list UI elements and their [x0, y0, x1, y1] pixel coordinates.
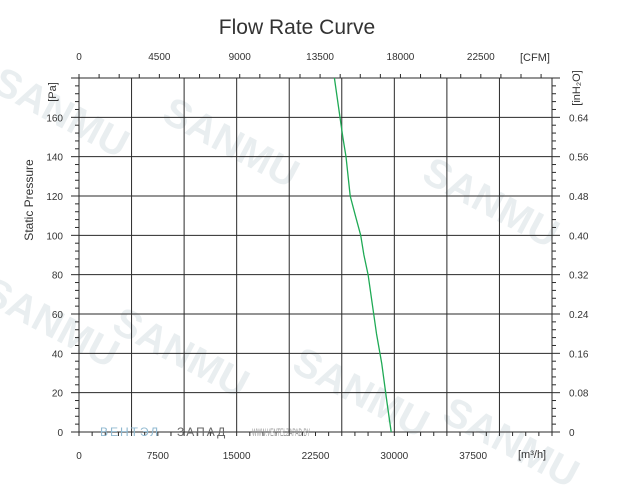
watermark-text: SANMU — [156, 89, 306, 197]
x-bottom-tick-label: 0 — [76, 451, 82, 462]
flow-rate-series-line — [333, 77, 392, 433]
x-bottom-tick-label: 30000 — [380, 451, 408, 462]
y-right-tick-label: 0 — [569, 428, 575, 439]
brand-website: WWW.VENTELZAPAD.BY — [252, 427, 310, 439]
axes: 0 20 40 60 80 100 120 140 160 0 0.08 0.16 0.24 0.32 0.… — [46, 52, 589, 462]
y-right-tick-label: 0.32 — [569, 271, 589, 282]
x-top-tick-label: 22500 — [467, 52, 495, 63]
y-left-unit-label: [Pa] — [47, 82, 59, 102]
chart-title: Flow Rate Curve — [219, 16, 375, 39]
watermark-text: SANMU — [416, 149, 566, 257]
y-left-tick-label: 120 — [46, 192, 63, 203]
y-right-tick-label: 0.40 — [569, 231, 589, 242]
y-right-unit-label: [inH₂O] — [571, 70, 583, 105]
x-top-tick-label: 18000 — [387, 52, 415, 63]
y-left-tick-label: 40 — [52, 349, 64, 360]
y-right-tick-label: 0.08 — [569, 389, 589, 400]
series-layer — [333, 77, 392, 433]
y-left-tick-label: 60 — [52, 310, 64, 321]
y-left-tick-label: 0 — [57, 428, 63, 439]
x-top-tick-label: 9000 — [229, 52, 252, 63]
brand-text-primary: ВЕНТЭЛ — [100, 425, 160, 439]
watermark-text: SANMU — [0, 59, 136, 167]
y-right-tick-label: 0.64 — [569, 113, 589, 124]
y-right-tick-label: 0.48 — [569, 192, 589, 203]
y-left-tick-label: 20 — [52, 389, 64, 400]
x-top-tick-label: 13500 — [306, 52, 334, 63]
brand-text-secondary: ЗАПАД — [177, 425, 227, 439]
y-axis-title: Static Pressure — [22, 159, 36, 241]
x-axis-unit-label: [m³/h] — [518, 449, 546, 461]
x-bottom-tick-label: 37500 — [459, 451, 487, 462]
y-left-tick-label: 140 — [46, 153, 63, 164]
watermark-text: SANMU — [436, 389, 586, 497]
x-bottom-tick-label: 22500 — [302, 451, 330, 462]
y-right-tick-label: 0.56 — [569, 153, 589, 164]
brand-logo: ВЕНТЭЛ ЗАПАД WWW.VENTELZAPAD.BY — [100, 425, 310, 439]
watermark-text: SANMU — [0, 269, 126, 377]
y-left-tick-label: 100 — [46, 231, 63, 242]
y-left-tick-label: 80 — [52, 271, 64, 282]
x-top-tick-label: 0 — [76, 52, 82, 63]
x-bottom-tick-label: 15000 — [223, 451, 251, 462]
x-bottom-tick-label: 7500 — [147, 451, 170, 462]
y-right-tick-label: 0.16 — [569, 349, 589, 360]
x-top-tick-label: 4500 — [148, 52, 171, 63]
y-right-tick-label: 0.24 — [569, 310, 589, 321]
top-axis-unit-label: [CFM] — [520, 52, 550, 64]
y-left-tick-label: 160 — [46, 113, 63, 124]
